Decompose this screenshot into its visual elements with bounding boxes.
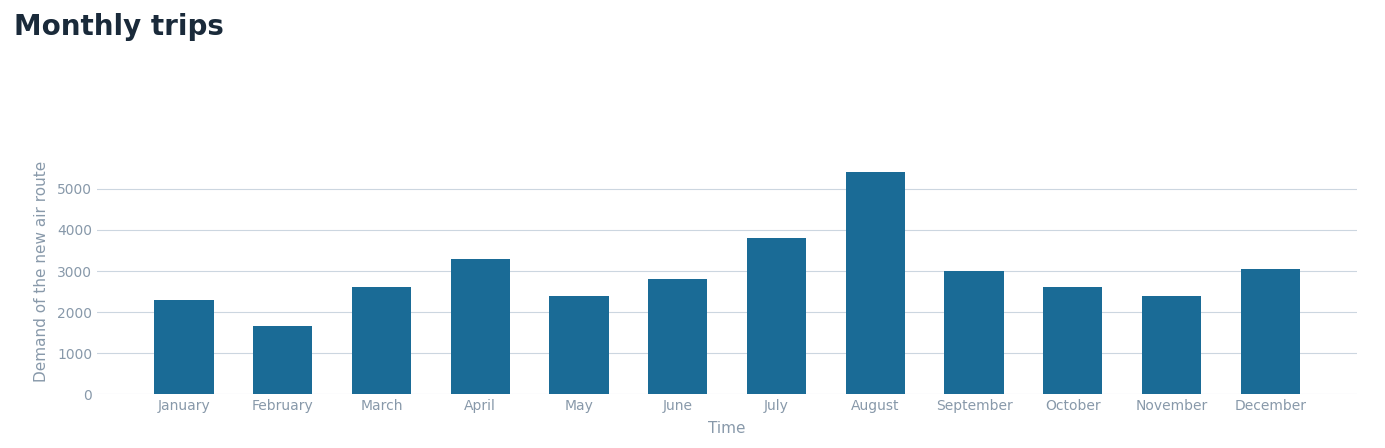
Bar <box>648 279 708 394</box>
Bar <box>1043 288 1102 394</box>
Bar <box>1241 269 1301 394</box>
Bar <box>154 300 213 394</box>
Bar <box>550 296 608 394</box>
Bar <box>945 271 1004 394</box>
Bar <box>450 258 510 394</box>
Bar <box>846 172 904 394</box>
Bar <box>253 327 312 394</box>
Bar <box>352 288 411 394</box>
X-axis label: Time: Time <box>708 422 747 436</box>
Text: Monthly trips: Monthly trips <box>14 13 224 41</box>
Y-axis label: Demand of the new air route: Demand of the new air route <box>33 160 48 382</box>
Bar <box>1143 296 1201 394</box>
Bar <box>747 238 806 394</box>
